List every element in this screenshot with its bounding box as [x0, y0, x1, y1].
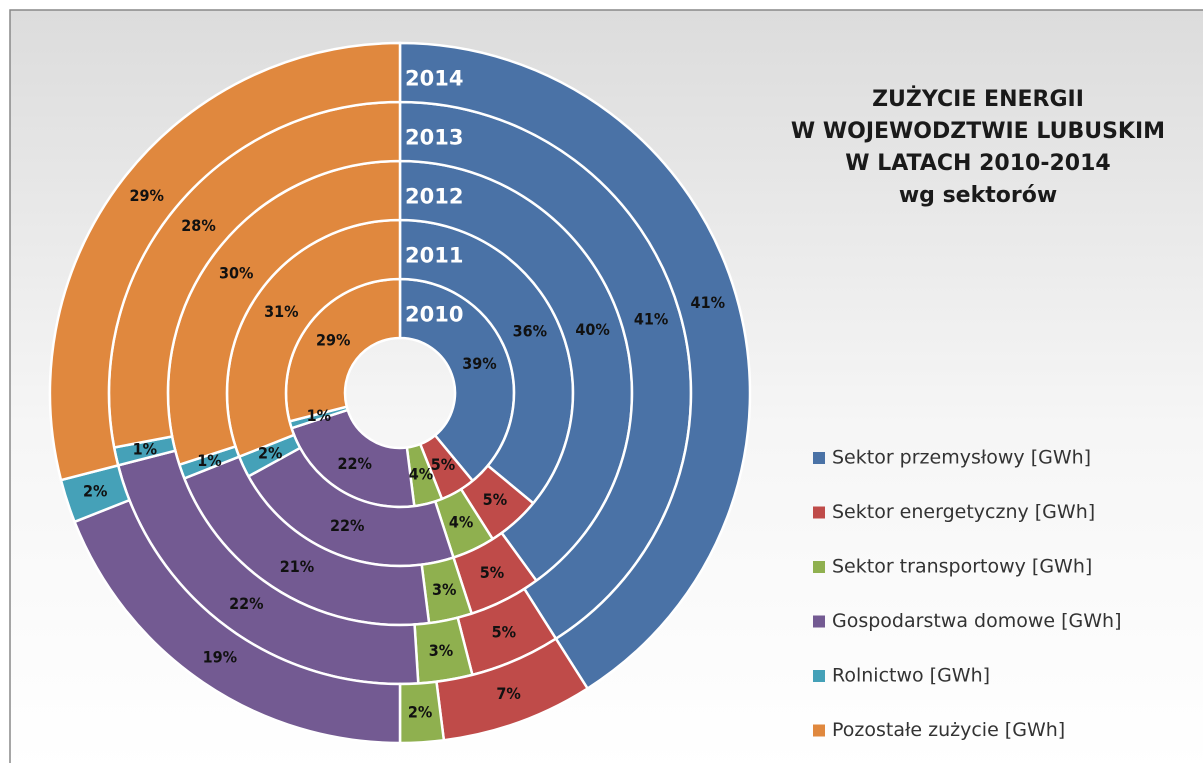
- legend-label: Sektor energetyczny [GWh]: [832, 501, 1095, 523]
- ring-label: 2010: [405, 303, 463, 327]
- legend-label: Pozostałe zużycie [GWh]: [832, 719, 1065, 741]
- chart-title: wg sektorów: [899, 183, 1057, 208]
- data-label: 3%: [432, 580, 456, 599]
- data-label: 30%: [219, 263, 253, 282]
- legend-swatch: [813, 506, 825, 519]
- data-label: 21%: [280, 557, 314, 576]
- data-label: 4%: [449, 512, 473, 531]
- ring-label: 2011: [405, 244, 463, 268]
- ring-label: 2013: [405, 126, 463, 150]
- data-label: 29%: [316, 331, 350, 350]
- data-label: 28%: [181, 216, 215, 235]
- legend-label: Rolnictwo [GWh]: [832, 665, 990, 687]
- legend-label: Sektor przemysłowy [GWh]: [832, 447, 1091, 469]
- chart-title: ZUŻYCIE ENERGII: [872, 86, 1084, 112]
- data-label: 41%: [634, 310, 668, 329]
- data-label: 22%: [229, 594, 263, 613]
- data-label: 5%: [480, 563, 504, 582]
- data-label: 31%: [264, 302, 298, 321]
- segment: [48, 41, 402, 482]
- data-label: 2%: [408, 702, 432, 721]
- data-label: 29%: [130, 186, 164, 205]
- segment: [398, 41, 752, 691]
- chart-title: W LATACH 2010-2014: [845, 151, 1110, 176]
- data-label: 19%: [203, 648, 237, 667]
- data-label: 1%: [197, 451, 221, 470]
- data-label: 22%: [330, 516, 364, 535]
- data-label: 41%: [691, 293, 725, 312]
- data-label: 5%: [431, 455, 455, 474]
- ring-label: 2014: [405, 67, 463, 91]
- legend-swatch: [813, 452, 825, 464]
- data-label: 36%: [513, 321, 547, 340]
- data-label: 39%: [462, 354, 496, 373]
- data-label: 5%: [492, 622, 516, 641]
- legend-swatch: [813, 670, 825, 682]
- data-label: 1%: [133, 440, 157, 459]
- data-label: 7%: [496, 684, 520, 703]
- data-label: 2%: [258, 444, 282, 463]
- data-label: 1%: [307, 406, 331, 425]
- data-label: 4%: [409, 464, 433, 483]
- data-label: 22%: [337, 454, 371, 473]
- legend-swatch: [813, 561, 825, 573]
- data-label: 40%: [575, 320, 609, 339]
- legend-label: Sektor transportowy [GWh]: [832, 556, 1092, 578]
- data-label: 2%: [83, 482, 107, 501]
- data-label: 5%: [483, 490, 507, 509]
- data-label: 3%: [429, 641, 453, 660]
- ring-label: 2012: [405, 185, 463, 209]
- chart-title: W WOJEWODZTWIE LUBUSKIM: [791, 119, 1165, 144]
- legend-swatch: [813, 724, 825, 737]
- legend-swatch: [813, 615, 825, 628]
- legend-label: Gospodarstwa domowe [GWh]: [832, 610, 1121, 632]
